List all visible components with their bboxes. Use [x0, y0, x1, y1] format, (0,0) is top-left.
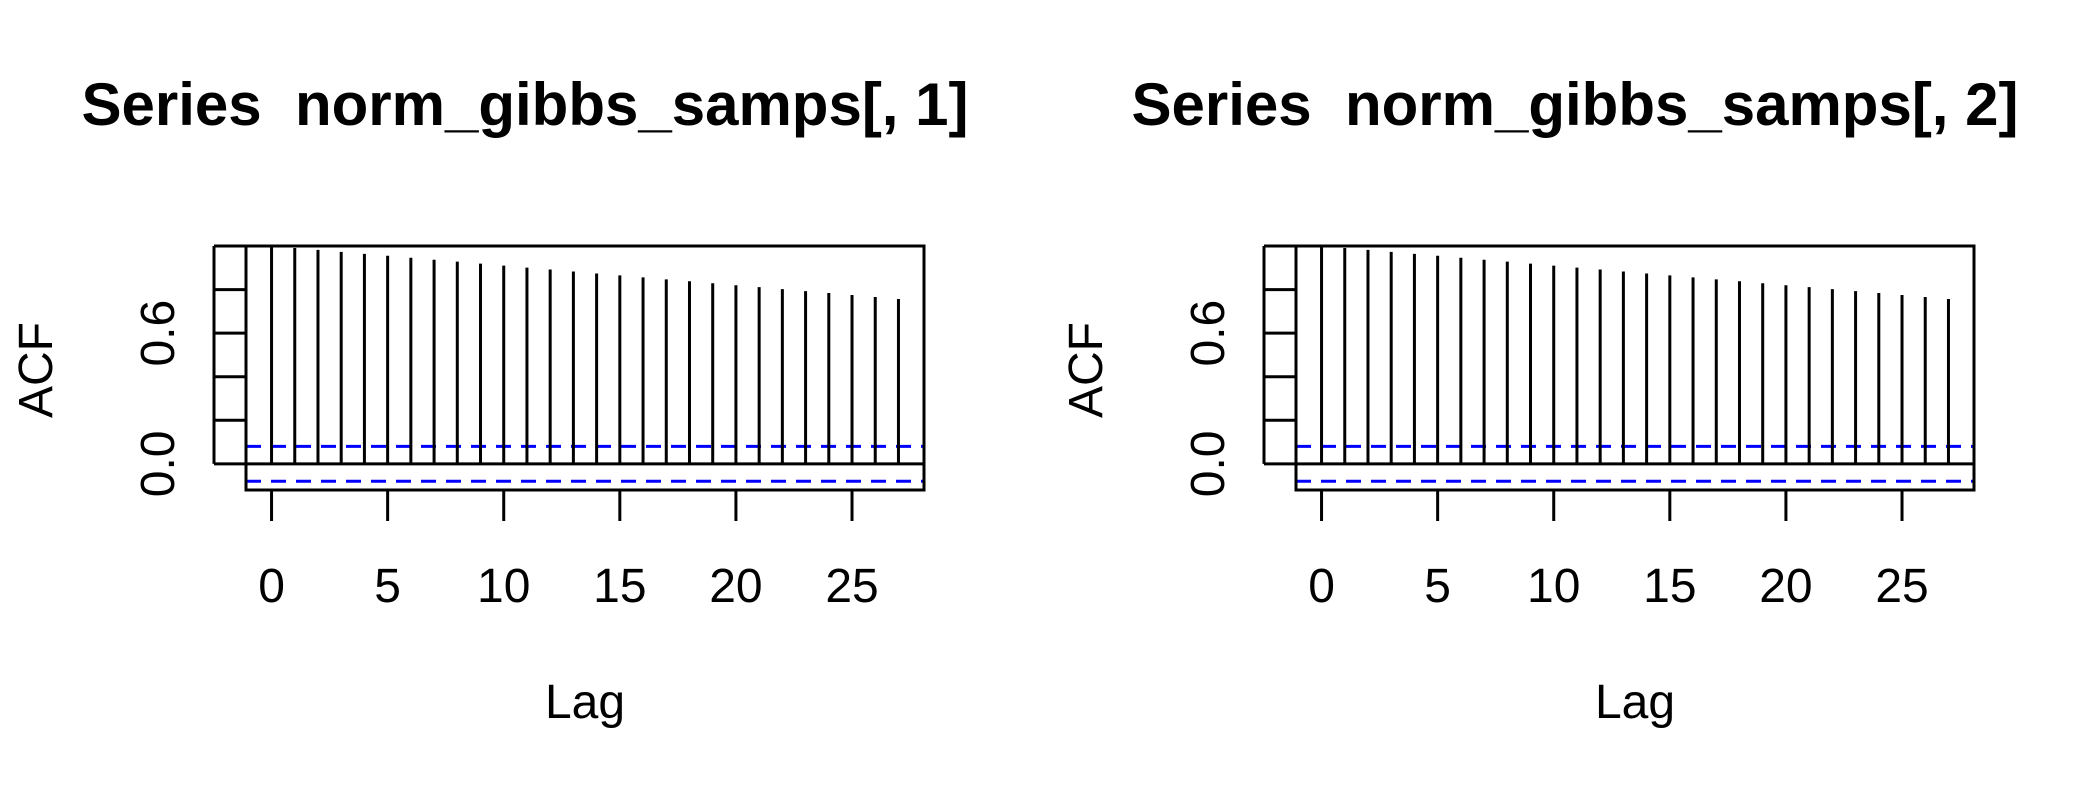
x-tick-label: 15	[593, 560, 646, 613]
x-tick-label: 20	[1759, 560, 1812, 613]
x-tick-label: 25	[1875, 560, 1928, 613]
acf-panel-2: Series norm_gibbs_samps[, 2] 0 5 10 15 20 25 0…	[1050, 0, 2100, 795]
acf-panel-1: Series norm_gibbs_samps[, 1] 0 5 10 15 20 25 0…	[10, 71, 969, 729]
x-tick-label: 5	[374, 560, 401, 613]
x-tick-label: 10	[1527, 560, 1580, 613]
y-tick-label: 0.6	[1182, 300, 1235, 367]
x-axis-title: Lag	[545, 676, 625, 729]
x-tick-label: 10	[477, 560, 530, 613]
acf-plot: 0 5 10 15 20 25 0.0 0.6 Lag ACF	[1060, 244, 1976, 729]
plot-frame	[244, 244, 926, 492]
x-tick-label: 0	[1308, 560, 1335, 613]
y-tick-label: 0.0	[132, 430, 185, 497]
chart-title: Series norm_gibbs_samps[, 2]	[1131, 71, 2019, 138]
y-tick-label: 0.0	[1182, 430, 1235, 497]
x-tick-label: 0	[258, 560, 285, 613]
x-tick-label: 25	[825, 560, 878, 613]
x-axis-title: Lag	[1595, 676, 1675, 729]
y-axis-title: ACF	[1060, 322, 1113, 418]
y-tick-label: 0.6	[132, 300, 185, 367]
x-tick-label: 20	[709, 560, 762, 613]
x-tick-label: 5	[1424, 560, 1451, 613]
y-axis-title: ACF	[10, 322, 63, 418]
plot-frame	[1294, 244, 1976, 492]
chart-title: Series norm_gibbs_samps[, 1]	[81, 71, 969, 138]
acf-plot: 0 5 10 15 20 25 0.0 0.6 Lag ACF	[10, 244, 926, 729]
x-tick-label: 15	[1643, 560, 1696, 613]
